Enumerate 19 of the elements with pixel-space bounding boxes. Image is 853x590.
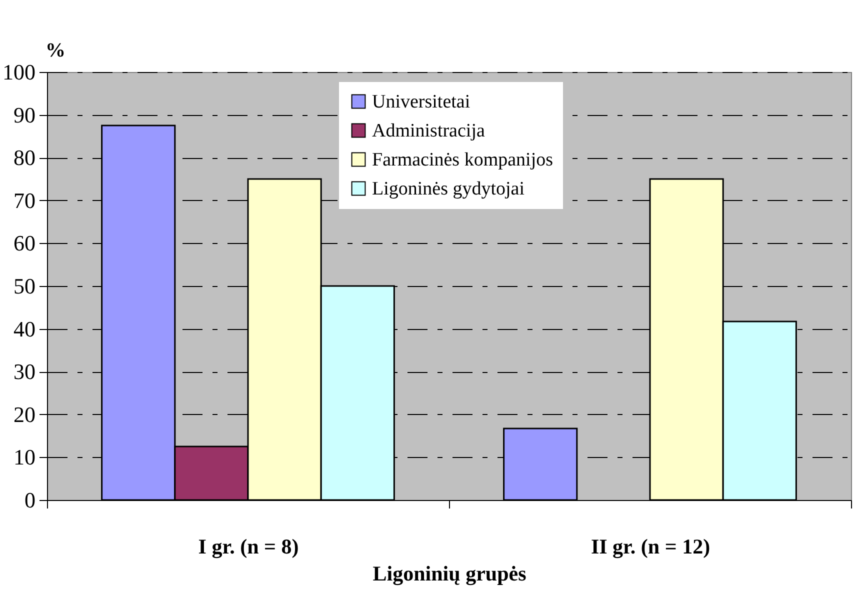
x-tick-label: I gr. (n = 8) xyxy=(198,534,299,558)
y-tick-label: 10 xyxy=(14,444,36,470)
y-tick-label: 40 xyxy=(14,316,36,342)
legend-label: Administracija xyxy=(372,120,486,142)
y-tick-label: 90 xyxy=(14,102,36,128)
y-tick-label: 70 xyxy=(14,188,36,213)
y-tick-label: 50 xyxy=(14,274,36,298)
legend-label: Farmacinės kompanijos xyxy=(372,150,553,170)
legend-label: Universitetai xyxy=(372,92,470,112)
y-tick-label: 60 xyxy=(14,230,36,256)
y-tick-label: 80 xyxy=(14,145,36,170)
y-tick-label: 0 xyxy=(24,488,36,512)
x-axis-title: Ligoninių grupės xyxy=(372,562,526,586)
legend-label: Ligoninės gydytojai xyxy=(372,178,525,200)
x-tick-label: II gr. (n = 12) xyxy=(590,534,710,558)
y-tick-label: 100 xyxy=(2,60,36,84)
y-tick-label: 30 xyxy=(14,359,36,384)
y-tick-label: 20 xyxy=(14,402,36,427)
y-axis-title: % xyxy=(46,40,66,62)
